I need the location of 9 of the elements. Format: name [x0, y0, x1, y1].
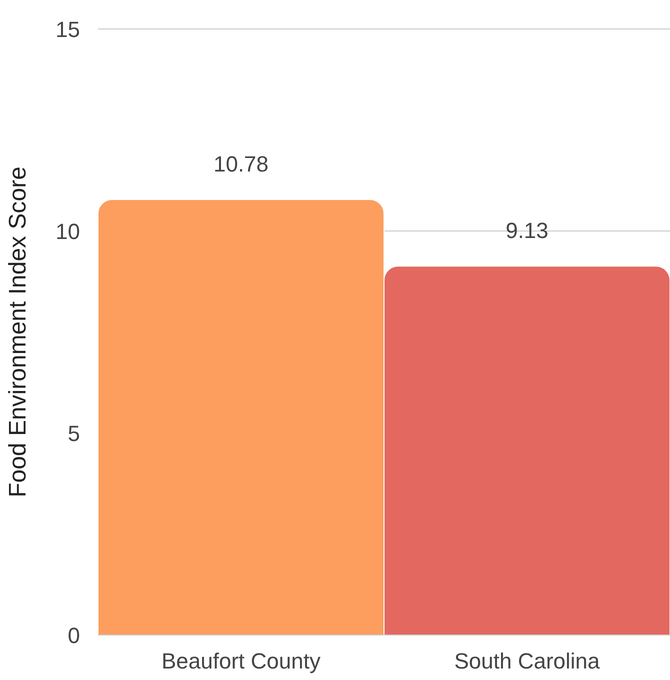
data-label: 10.78 [213, 151, 269, 176]
x-tick-label: Beaufort County [162, 648, 320, 674]
data-label: 9.13 [506, 218, 548, 244]
y-tick-label: 5 [68, 420, 80, 446]
y-tick-label: 10 [56, 218, 80, 244]
y-tick-label: 0 [68, 622, 80, 648]
y-axis-title: Food Environment Index Score [4, 166, 32, 498]
y-tick-label: 15 [56, 16, 80, 42]
x-tick-label: South Carolina [454, 648, 601, 674]
